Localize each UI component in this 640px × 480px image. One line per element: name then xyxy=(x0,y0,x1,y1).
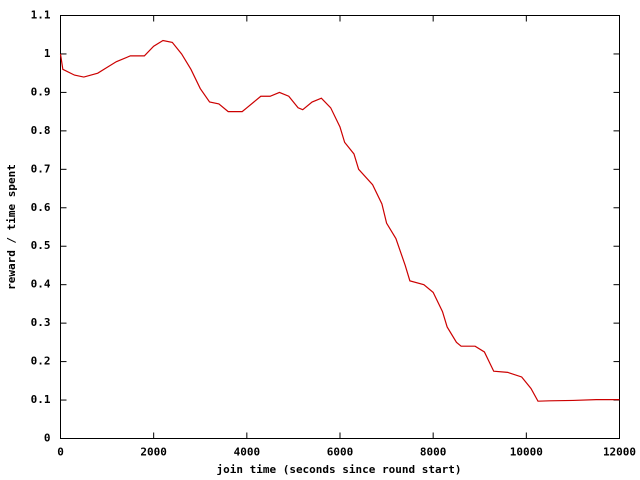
x-tick-label: 0 xyxy=(57,446,64,459)
x-tick-label: 12000 xyxy=(603,446,636,459)
y-tick-label: 0.5 xyxy=(31,239,51,252)
y-tick-label: 0.3 xyxy=(31,316,51,329)
y-tick-label: 0.1 xyxy=(31,393,51,406)
data-line xyxy=(59,39,620,402)
y-tick-label: 0.2 xyxy=(31,355,51,368)
y-tick-label: 0.9 xyxy=(31,85,51,98)
y-tick-label: 0.6 xyxy=(31,201,51,214)
y-tick-label: 0 xyxy=(44,432,51,445)
plot-border xyxy=(60,15,620,439)
x-tick-label: 8000 xyxy=(420,446,447,459)
x-tick-label: 6000 xyxy=(327,446,354,459)
y-tick-label: 0.8 xyxy=(31,124,51,137)
x-tick-label: 2000 xyxy=(140,446,167,459)
y-tick-label: 0.4 xyxy=(31,278,51,291)
y-tick-label: 0.7 xyxy=(31,162,51,175)
x-tick-label: 4000 xyxy=(234,446,261,459)
x-axis-label: join time (seconds since round start) xyxy=(216,463,461,476)
x-tick-label: 10000 xyxy=(510,446,543,459)
y-tick-label: 1.1 xyxy=(31,9,51,22)
y-axis-label: reward / time spent xyxy=(5,164,18,290)
y-tick-label: 1 xyxy=(44,47,51,60)
